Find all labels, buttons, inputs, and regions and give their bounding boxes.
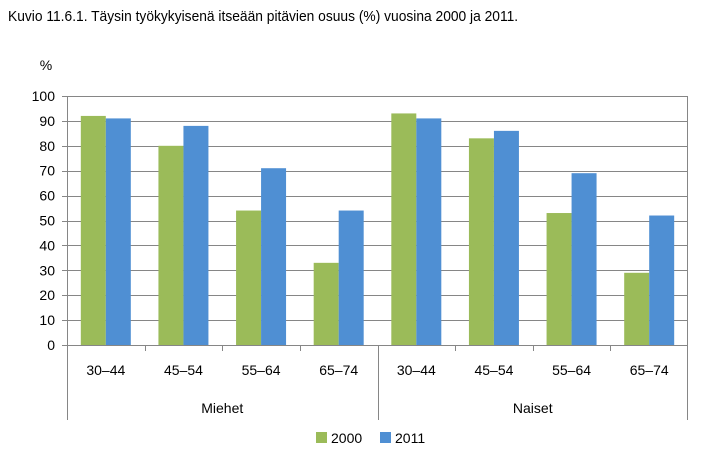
- category-label: 45–54: [164, 362, 203, 378]
- group-label: Miehet: [201, 400, 243, 416]
- bar-2011-1: [183, 125, 209, 345]
- y-tick-label: 80: [39, 138, 55, 154]
- category-label: 55–64: [552, 362, 591, 378]
- category-label: 30–44: [86, 362, 125, 378]
- y-tick-label: 60: [39, 188, 55, 204]
- bar-2000-5: [468, 138, 494, 345]
- y-tick-label: 30: [39, 262, 55, 278]
- bar-2011-4: [416, 118, 442, 345]
- bar-2000-1: [158, 145, 184, 345]
- y-tick-label: 50: [39, 213, 55, 229]
- y-tick-label: 20: [39, 287, 55, 303]
- bar-2011-6: [571, 173, 597, 345]
- bar-2000-6: [546, 213, 572, 345]
- legend-label: 2000: [331, 430, 362, 446]
- y-tick-label: 10: [39, 312, 55, 328]
- y-tick-label: 100: [32, 88, 56, 104]
- category-label: 30–44: [397, 362, 436, 378]
- bar-2000-2: [236, 210, 262, 345]
- category-label: 45–54: [474, 362, 513, 378]
- bar-2000-0: [80, 115, 106, 345]
- bar-2011-2: [261, 168, 287, 345]
- chart-title: Kuvio 11.6.1. Täysin työkykyisenä itseää…: [8, 8, 519, 25]
- y-tick-label: 0: [47, 337, 55, 353]
- y-tick-label: 90: [39, 113, 55, 129]
- bar-2011-0: [105, 118, 131, 345]
- bar-2000-3: [313, 262, 339, 345]
- bar-2011-7: [649, 215, 675, 345]
- category-label: 65–74: [630, 362, 669, 378]
- legend-swatch-2011: [380, 432, 391, 443]
- legend-label: 2011: [395, 430, 425, 446]
- group-label: Naiset: [513, 400, 553, 416]
- bar-2000-4: [391, 113, 417, 346]
- legend-swatch-2000: [316, 432, 327, 443]
- category-label: 55–64: [242, 362, 281, 378]
- bar-2000-7: [624, 272, 650, 345]
- bar-2011-3: [338, 210, 364, 345]
- y-axis-label: %: [40, 57, 52, 73]
- category-label: 65–74: [319, 362, 358, 378]
- bar-2011-5: [493, 130, 519, 345]
- y-tick-label: 40: [39, 237, 55, 253]
- y-tick-label: 70: [39, 163, 55, 179]
